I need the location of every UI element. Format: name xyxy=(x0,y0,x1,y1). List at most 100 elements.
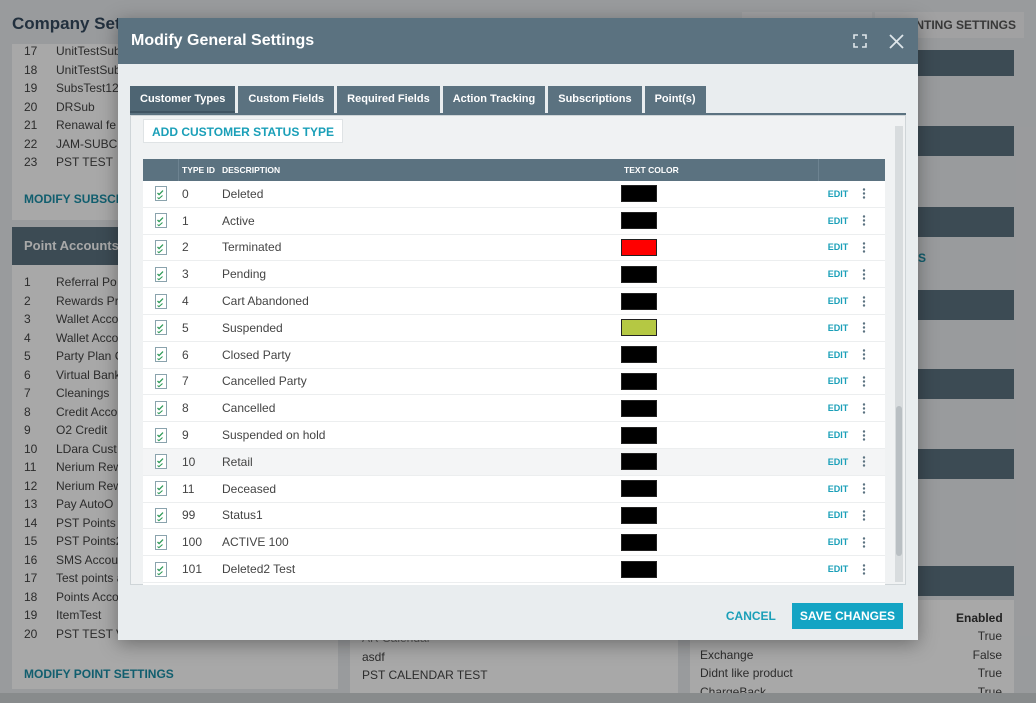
edit-button[interactable]: EDIT xyxy=(827,296,849,307)
add-customer-status-type-button[interactable]: ADD CUSTOMER STATUS TYPE xyxy=(143,119,344,143)
tab-customer-types[interactable]: Customer Types xyxy=(130,86,236,113)
checklist-icon[interactable] xyxy=(143,400,179,416)
tabs-underline xyxy=(130,113,906,115)
checklist-icon[interactable] xyxy=(143,507,179,523)
table-row: 4 Cart Abandoned EDIT xyxy=(143,288,885,315)
color-swatch xyxy=(621,346,657,364)
expand-icon[interactable] xyxy=(842,34,878,48)
edit-button[interactable]: EDIT xyxy=(827,456,849,467)
color-swatch xyxy=(621,533,657,551)
vertical-dots-icon[interactable] xyxy=(857,456,871,468)
table-row: 100 ACTIVE 100 EDIT xyxy=(143,529,885,557)
vertical-dots-icon[interactable] xyxy=(857,510,871,521)
column-header-type-id: TYPE ID xyxy=(182,165,216,175)
checklist-icon[interactable] xyxy=(143,427,179,443)
point-account-list-item: 13 Pay AutoO xyxy=(24,495,124,514)
edit-button[interactable]: EDIT xyxy=(827,376,849,387)
vertical-dots-icon[interactable] xyxy=(857,429,871,441)
edit-button[interactable]: EDIT xyxy=(827,322,849,333)
text-color-cell xyxy=(621,560,819,578)
modify-subscriptions-link[interactable]: MODIFY SUBSCR xyxy=(24,192,125,206)
edit-button[interactable]: EDIT xyxy=(827,242,849,253)
column-header-check xyxy=(143,159,179,181)
checklist-icon[interactable] xyxy=(143,213,179,229)
point-account-list-item: 14 PST Points xyxy=(24,514,124,533)
checklist-icon[interactable] xyxy=(143,347,179,363)
color-swatch xyxy=(621,265,657,283)
edit-button[interactable]: EDIT xyxy=(827,269,849,280)
return-reason-enabled: True xyxy=(977,629,1002,643)
panel-scrollbar[interactable] xyxy=(895,126,903,582)
subscription-list-item: 19 SubsTest12 xyxy=(24,79,121,98)
vertical-dots-icon[interactable] xyxy=(857,242,871,253)
subscription-name: Renawal fe xyxy=(56,118,117,132)
checklist-icon[interactable] xyxy=(143,186,179,202)
vertical-dots-icon[interactable] xyxy=(857,322,871,334)
point-account-list-item: 16 SMS Accou xyxy=(24,551,124,570)
return-reason-enabled: True xyxy=(977,666,1002,680)
point-account-list-item: 12 Nerium Rew xyxy=(24,477,124,496)
checklist-icon[interactable] xyxy=(143,373,179,389)
right-section-link[interactable]: S xyxy=(918,251,927,265)
checklist-icon[interactable] xyxy=(143,481,179,497)
table-row: 11 Deceased EDIT xyxy=(143,476,885,503)
table-row: 9 Suspended on hold EDIT xyxy=(143,422,885,449)
right-section-header xyxy=(918,449,1014,479)
vertical-dots-icon[interactable] xyxy=(857,349,871,360)
checklist-icon[interactable] xyxy=(143,454,179,470)
checklist-icon[interactable] xyxy=(143,266,179,282)
close-icon[interactable] xyxy=(878,33,914,49)
edit-button[interactable]: EDIT xyxy=(827,430,849,441)
edit-button[interactable]: EDIT xyxy=(827,483,849,494)
point-account-list-item: 15 PST Points2 xyxy=(24,532,124,551)
save-changes-button[interactable]: SAVE CHANGES xyxy=(791,603,903,629)
vertical-dots-icon[interactable] xyxy=(857,269,871,280)
text-color-cell xyxy=(621,480,819,498)
tab-required-fields[interactable]: Required Fields xyxy=(337,86,440,113)
vertical-dots-icon[interactable] xyxy=(857,376,871,387)
type-id: 101 xyxy=(182,562,203,577)
checklist-icon[interactable] xyxy=(143,239,179,255)
point-account-list-item: 11 Nerium Rew xyxy=(24,458,124,477)
right-section-header xyxy=(918,126,1014,156)
point-account-number: 16 xyxy=(24,552,38,567)
cancel-button[interactable]: CANCEL xyxy=(725,609,776,623)
edit-button[interactable]: EDIT xyxy=(827,403,849,414)
vertical-dots-icon[interactable] xyxy=(857,483,871,494)
point-account-name: Nerium Rew xyxy=(56,478,123,493)
edit-button[interactable]: EDIT xyxy=(827,215,849,226)
tab-custom-fields[interactable]: Custom Fields xyxy=(238,86,335,113)
point-account-number: 12 xyxy=(24,478,38,493)
type-description: Deleted2 Test xyxy=(222,562,296,577)
page-title: Company Sett xyxy=(12,14,127,33)
point-account-name: Virtual Bank xyxy=(56,367,121,382)
tab-action-tracking[interactable]: Action Tracking xyxy=(442,86,546,113)
tab-point-s[interactable]: Point(s) xyxy=(644,86,706,113)
checklist-icon[interactable] xyxy=(143,320,179,336)
checklist-icon[interactable] xyxy=(143,534,179,550)
point-account-number: 13 xyxy=(24,497,38,511)
return-reason-row: Exchange False xyxy=(700,646,1002,665)
vertical-dots-icon[interactable] xyxy=(857,215,871,226)
type-id: 0 xyxy=(182,186,189,201)
edit-button[interactable]: EDIT xyxy=(827,564,849,575)
vertical-dots-icon[interactable] xyxy=(857,537,871,548)
edit-button[interactable]: EDIT xyxy=(827,510,849,521)
checklist-icon[interactable] xyxy=(143,293,179,309)
color-swatch xyxy=(621,399,657,417)
vertical-dots-icon[interactable] xyxy=(857,188,871,200)
tab-subscriptions[interactable]: Subscriptions xyxy=(548,86,642,113)
vertical-dots-icon[interactable] xyxy=(857,295,871,307)
edit-button[interactable]: EDIT xyxy=(827,349,849,360)
edit-button[interactable]: EDIT xyxy=(827,188,849,199)
vertical-dots-icon[interactable] xyxy=(857,563,871,575)
edit-button[interactable]: EDIT xyxy=(827,537,849,548)
modify-point-settings-link[interactable]: MODIFY POINT SETTINGS xyxy=(24,667,174,681)
dialog-header: Modify General Settings xyxy=(118,18,918,64)
point-account-number: 7 xyxy=(24,386,31,400)
scrollbar-thumb[interactable] xyxy=(896,406,902,556)
color-swatch xyxy=(621,506,657,524)
right-section-header xyxy=(918,50,1014,76)
checklist-icon[interactable] xyxy=(143,561,179,577)
vertical-dots-icon[interactable] xyxy=(857,403,871,414)
